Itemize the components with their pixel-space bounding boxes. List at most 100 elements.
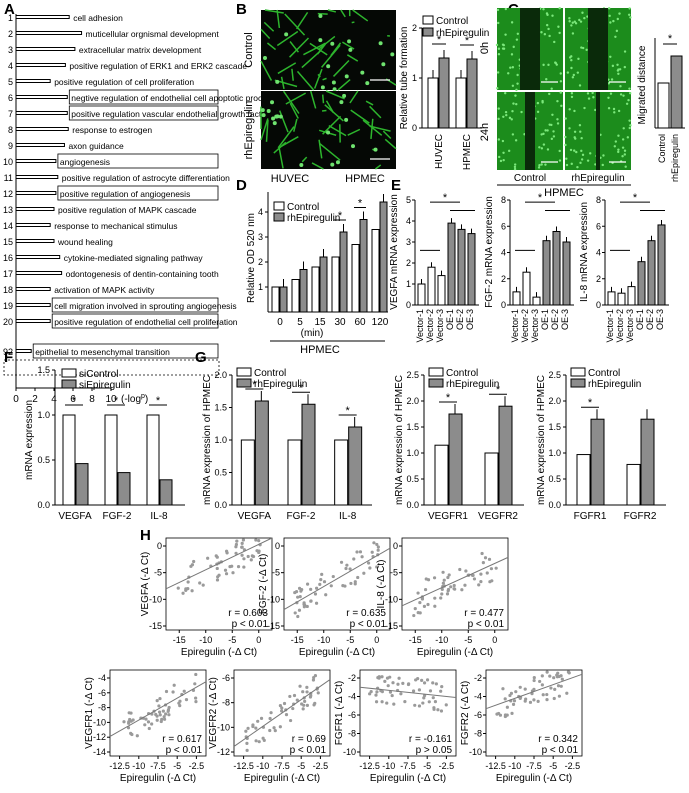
cell-dot [568,20,571,23]
panelA-bar [15,47,76,51]
panelH-ylabel: VEGFA (-Δ Ct) [140,552,151,616]
cell-dot [627,13,631,17]
tube-segment [277,62,297,75]
cell-dot [622,127,625,130]
panelH-point [505,713,509,717]
panelA-term-label: epithelial to mesenchymal transition [35,347,170,357]
panelD-sig: * [338,210,343,222]
panelE-cat-label: OE-3 [560,309,570,330]
panelH-point [460,588,464,592]
panelH-point [472,577,477,581]
panelD-bar-control [351,244,360,313]
tube-segment [289,102,299,119]
panelH-ytick-label: -8 [222,698,230,708]
panelH-point [528,700,533,704]
panelH-point [246,726,250,730]
cell-dot [510,118,513,121]
panelG-bar-control [576,454,591,506]
panelH-point [322,580,327,584]
panelH-point [442,578,446,582]
tube-node [260,108,265,113]
panelD-tick-label: 2 [258,257,263,267]
panelG-cat-label: VEGFR2 [478,511,518,522]
tube-node [348,47,353,52]
cell-dot [607,82,611,85]
panelH-point [420,678,424,682]
panelH-point [278,704,282,708]
wound-gap [588,8,608,90]
cell-dot [544,129,547,132]
cell-dot [552,130,555,133]
cell-dot [513,165,517,169]
cell-dot [497,47,501,50]
tube-segment [277,126,295,149]
panelH-point [416,611,420,615]
panelH-ytick-label: 0 [393,541,398,551]
panelH-point [552,696,556,701]
tube-segment [365,100,374,106]
cell-dot [512,102,515,105]
wound-gap [520,8,540,90]
panelH-xtick-label: -12.5 [485,761,506,771]
cell-dot [542,63,545,67]
panelH-point [523,699,527,703]
panelH-r-value: r = 0.603 [228,608,268,619]
panelE-cat-label: OE-1 [445,309,455,330]
cell-dot [585,48,588,52]
panelC-group-label: HPMEC [544,187,584,199]
cell-dot [616,69,620,72]
panelH-point [297,586,302,590]
panelH-point [313,592,318,596]
panelH-p-value: p < 0.01 [232,619,269,630]
panelG-bar-control [287,439,302,506]
panelC-row-label: 24h [479,123,491,141]
tube-node [274,114,279,119]
panelH-point [559,684,563,688]
tube-node [270,100,275,105]
panelH-ytick-label: -10 [217,722,230,732]
panelH-point [158,713,162,717]
panelH-point [441,570,445,574]
tube-segment [289,37,310,58]
panelA-term-label: positive regulation of cell proliferatio… [54,77,194,87]
panelB-image-huvec-control [261,10,396,90]
panelC-sig: * [668,33,673,45]
cell-dot [580,137,583,140]
panelH-ytick-label: -14 [93,747,106,757]
cell-dot [554,61,557,64]
panelH-point [375,565,379,569]
cell-dot [540,31,543,34]
panelA-bar [15,159,57,163]
panelH-ytick-label: -6 [348,710,356,720]
panelE-sig: * [443,192,448,204]
panelH-r-value: r = 0.477 [464,608,504,619]
panelH-point [192,559,196,564]
panelH-point [305,582,310,586]
panelA-term-number: 20 [3,317,13,327]
panelC-cat-label: rhEpiregulin [670,134,680,182]
panelH-point [296,595,300,599]
panelH-ytick-label: -5 [154,568,162,578]
cell-dot [537,166,541,169]
cell-dot [628,119,631,122]
panelH-point [549,686,553,690]
panelE-bar [522,271,531,306]
panelH-point [567,671,571,675]
panelH-point [159,719,163,724]
tube-segment [289,41,300,53]
tube-segment [325,90,345,100]
panelH-point [250,554,254,558]
panelD-bar-rhepi [379,201,388,313]
panelH-ytick-label: 0 [275,541,280,551]
panelH-ylabel: FGF-2 (-Δ Ct) [258,554,269,615]
cell-dot [559,72,562,75]
cell-dot [615,29,619,33]
panelH-ylabel: VEGFR2 (-Δ Ct) [208,677,219,749]
panelH-point [312,675,316,680]
panelH-point [241,538,246,542]
panelH-point [305,685,309,689]
panelH-point [368,692,372,696]
cell-dot [508,116,512,120]
panelH-point [433,700,438,704]
panelH-point [368,566,372,570]
